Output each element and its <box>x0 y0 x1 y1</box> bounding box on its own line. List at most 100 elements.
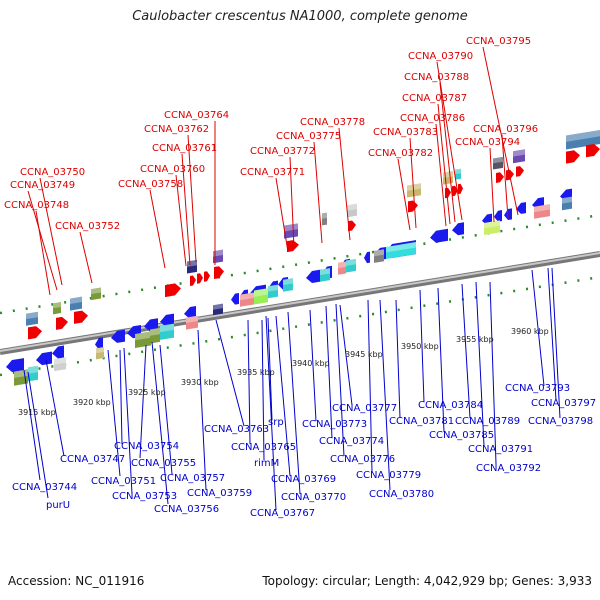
gene-arrow-forward <box>445 187 451 199</box>
tick-label: 3960 kbp <box>511 327 549 336</box>
leader-line <box>123 347 133 495</box>
gene-label[interactable]: CCNA_03750 <box>20 167 85 178</box>
gene-label[interactable]: CCNA_03756 <box>154 504 219 515</box>
bottom-gene-labels: CCNA_03747 CCNA_03744 purU CCNA_03754 CC… <box>12 383 596 519</box>
tick-label: 3915 kbp <box>18 408 56 417</box>
gene-label[interactable]: CCNA_03744 <box>12 482 77 493</box>
gene-label[interactable]: CCNA_03774 <box>319 436 384 447</box>
gene-box-upper <box>455 168 461 180</box>
leader-line <box>475 281 485 447</box>
top-gene-labels: CCNA_03750 CCNA_03749 CCNA_03748 CCNA_03… <box>4 36 538 232</box>
gene-label[interactable]: CCNA_03762 <box>144 124 209 135</box>
gene-arrow-forward <box>287 240 299 253</box>
gene-label[interactable]: CCNA_03798 <box>528 416 593 427</box>
gene-label[interactable]: CCNA_03778 <box>300 117 365 128</box>
gene-arrow-forward <box>28 326 42 340</box>
gene-box-upper <box>284 223 298 239</box>
gene-box-lower <box>346 258 356 273</box>
leader-line <box>339 304 353 406</box>
gene-label[interactable]: CCNA_03748 <box>4 200 69 211</box>
label-leader-lines <box>23 46 561 511</box>
gene-label[interactable]: CCNA_03793 <box>505 383 570 394</box>
gene-label[interactable]: CCNA_03788 <box>404 72 469 83</box>
leader-line <box>187 134 197 263</box>
gene-label[interactable]: CCNA_03790 <box>408 51 473 62</box>
gene-label[interactable]: CCNA_03764 <box>164 110 229 121</box>
gene-arrow-reverse <box>452 222 464 236</box>
gene-label[interactable]: CCNA_03752 <box>55 221 120 232</box>
gene-label[interactable]: CCNA_03751 <box>91 476 156 487</box>
gene-label[interactable]: CCNA_03780 <box>369 489 434 500</box>
gene-label[interactable]: CCNA_03770 <box>281 492 346 503</box>
tick-label: 3945 kbp <box>345 350 383 359</box>
leader-line <box>397 158 411 231</box>
leader-line <box>27 190 58 291</box>
leader-line <box>23 369 41 481</box>
gene-label[interactable]: CCNA_03775 <box>276 131 341 142</box>
gene-label[interactable]: CCNA_03761 <box>152 143 217 154</box>
gene-label[interactable]: CCNA_03771 <box>240 167 305 178</box>
gene-arrow-reverse <box>231 293 239 305</box>
gene-label[interactable]: CCNA_03759 <box>187 488 252 499</box>
leader-line <box>419 289 425 403</box>
gene-label[interactable]: CCNA_03767 <box>250 508 315 519</box>
gene-label[interactable]: CCNA_03757 <box>160 473 225 484</box>
gene-label[interactable]: CCNA_03781 <box>389 416 454 427</box>
gene-label[interactable]: CCNA_03783 <box>373 127 438 138</box>
gene-label[interactable]: CCNA_03792 <box>476 463 541 474</box>
gene-arrow-reverse <box>36 351 52 366</box>
gene-label[interactable]: CCNA_03747 <box>60 454 125 465</box>
leader-line <box>247 319 251 445</box>
gene-box-lower <box>213 303 223 316</box>
gene-box-lower <box>283 278 293 292</box>
gene-label[interactable]: CCNA_03787 <box>402 93 467 104</box>
gene-label[interactable]: CCNA_03796 <box>473 124 538 135</box>
gene-label[interactable]: CCNA_03765 <box>231 442 296 453</box>
leader-line <box>39 177 63 286</box>
gene-box-upper <box>26 311 38 326</box>
gene-box-upper <box>513 149 525 164</box>
gene-arrow-forward <box>56 316 68 330</box>
gene-label[interactable]: CCNA_03749 <box>10 180 75 191</box>
gene-label[interactable]: CCNA_03772 <box>250 146 315 157</box>
gene-label[interactable]: CCNA_03794 <box>455 137 520 148</box>
leader-line <box>159 344 173 475</box>
gene-label[interactable]: CCNA_03758 <box>118 179 183 190</box>
gene-box-lower <box>96 347 104 360</box>
leader-line <box>501 134 509 219</box>
gene-label[interactable]: CCNA_03763 <box>204 424 269 435</box>
gene-label[interactable]: CCNA_03779 <box>356 470 421 481</box>
gene-label[interactable]: CCNA_03785 <box>429 430 494 441</box>
tick-label: 3950 kbp <box>401 342 439 351</box>
gene-arrow-reverse <box>6 358 24 372</box>
gene-label[interactable]: CCNA_03797 <box>531 398 596 409</box>
gene-label[interactable]: CCNA_03754 <box>114 441 179 452</box>
gene-label[interactable]: CCNA_03786 <box>400 113 465 124</box>
gene-label[interactable]: CCNA_03755 <box>131 458 196 469</box>
gene-label[interactable]: CCNA_03795 <box>466 36 531 47</box>
tick-label: 3930 kbp <box>181 378 219 387</box>
gene-label[interactable]: CCNA_03769 <box>271 474 336 485</box>
leader-line <box>107 349 121 477</box>
leader-line <box>35 210 51 296</box>
gene-arrow-forward <box>74 310 88 324</box>
gene-box-upper <box>53 302 61 315</box>
gene-label[interactable]: CCNA_03791 <box>468 444 533 455</box>
gene-label[interactable]: CCNA_03782 <box>368 148 433 159</box>
tick-label: 3935 kbp <box>237 368 275 377</box>
gene-box-lower <box>160 323 174 340</box>
gene-label[interactable]: srp <box>268 417 284 428</box>
gene-label[interactable]: rimM <box>254 458 279 469</box>
gene-label[interactable]: CCNA_03776 <box>330 454 395 465</box>
gene-arrow-reverse <box>364 251 370 264</box>
gene-label[interactable]: CCNA_03784 <box>418 400 483 411</box>
gene-label[interactable]: CCNA_03789 <box>455 416 520 427</box>
gene-label[interactable]: CCNA_03753 <box>112 491 177 502</box>
gene-label[interactable]: purU <box>46 500 70 511</box>
leader-line <box>119 349 123 445</box>
map-title: Caulobacter crescentus NA1000, complete … <box>132 9 468 24</box>
gene-label[interactable]: CCNA_03773 <box>302 419 367 430</box>
leader-line <box>313 141 323 244</box>
gene-label[interactable]: CCNA_03777 <box>332 403 397 414</box>
gene-label[interactable]: CCNA_03760 <box>140 164 205 175</box>
